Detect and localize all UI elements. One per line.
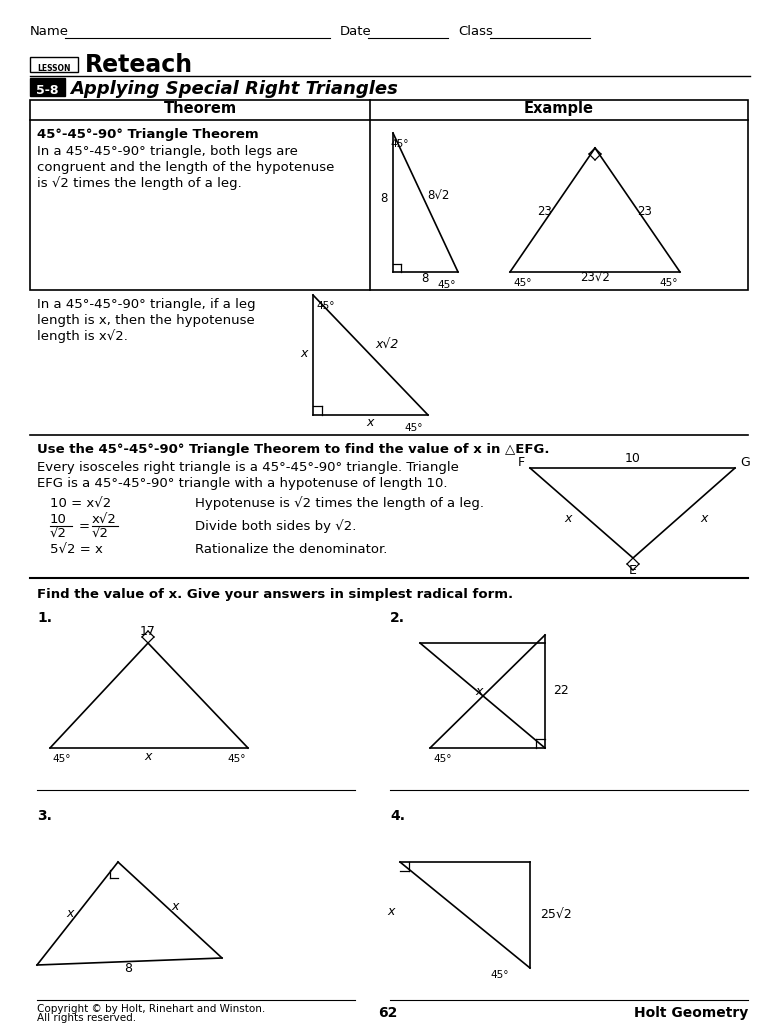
Text: Copyright © by Holt, Rinehart and Winston.: Copyright © by Holt, Rinehart and Winsto… — [37, 1004, 265, 1014]
Text: 17: 17 — [140, 625, 156, 638]
Text: x: x — [145, 750, 152, 763]
Text: In a 45°-45°-90° triangle, both legs are: In a 45°-45°-90° triangle, both legs are — [37, 145, 298, 158]
Text: x: x — [700, 512, 707, 525]
Text: All rights reserved.: All rights reserved. — [37, 1013, 136, 1023]
Text: x√2: x√2 — [92, 513, 117, 526]
Text: Class: Class — [458, 25, 493, 38]
Text: 10 = x√2: 10 = x√2 — [50, 497, 111, 510]
Text: 45°: 45° — [660, 278, 678, 288]
Text: x: x — [476, 685, 483, 698]
Text: x: x — [301, 347, 308, 360]
Bar — [30, 100, 748, 290]
Text: x: x — [565, 512, 572, 525]
Text: x√2: x√2 — [375, 338, 399, 351]
Text: Theorem: Theorem — [163, 101, 236, 116]
Text: 25√2: 25√2 — [540, 908, 572, 921]
Bar — [30, 78, 65, 96]
Text: length is x, then the hypotenuse: length is x, then the hypotenuse — [37, 314, 255, 327]
Text: Holt Geometry: Holt Geometry — [634, 1006, 748, 1020]
Text: E: E — [629, 564, 637, 577]
Text: 45°: 45° — [405, 423, 423, 433]
Text: 62: 62 — [378, 1006, 398, 1020]
Text: Find the value of x. Give your answers in simplest radical form.: Find the value of x. Give your answers i… — [37, 588, 513, 601]
Text: 8: 8 — [124, 962, 132, 975]
Text: 2.: 2. — [390, 611, 405, 625]
Text: 45°: 45° — [316, 301, 335, 311]
Text: 23: 23 — [538, 205, 552, 218]
Text: Example: Example — [524, 101, 594, 116]
Text: 23√2: 23√2 — [580, 272, 610, 285]
Text: 4.: 4. — [390, 809, 405, 823]
Text: √2: √2 — [50, 527, 67, 540]
Text: 45°: 45° — [52, 754, 71, 764]
Text: Divide both sides by √2.: Divide both sides by √2. — [195, 519, 357, 534]
Bar — [30, 57, 78, 72]
Text: 8: 8 — [381, 193, 388, 205]
Text: 1.: 1. — [37, 611, 52, 625]
Text: Name: Name — [30, 25, 69, 38]
Text: 10: 10 — [50, 513, 67, 526]
Text: x: x — [388, 905, 395, 918]
Text: Every isosceles right triangle is a 45°-45°-90° triangle. Triangle: Every isosceles right triangle is a 45°-… — [37, 461, 459, 474]
Text: EFG is a 45°-45°-90° triangle with a hypotenuse of length 10.: EFG is a 45°-45°-90° triangle with a hyp… — [37, 477, 448, 490]
Text: Date: Date — [340, 25, 371, 38]
Text: F: F — [518, 456, 525, 469]
Text: x: x — [366, 416, 374, 429]
Text: congruent and the length of the hypotenuse: congruent and the length of the hypotenu… — [37, 161, 334, 174]
Text: LESSON: LESSON — [37, 63, 71, 73]
Text: 10: 10 — [625, 452, 641, 465]
Text: G: G — [740, 456, 750, 469]
Text: 8: 8 — [421, 272, 429, 285]
Text: =: = — [79, 520, 90, 534]
Text: Applying Special Right Triangles: Applying Special Right Triangles — [70, 80, 398, 98]
Text: 23: 23 — [638, 205, 653, 218]
Text: Reteach: Reteach — [85, 53, 193, 77]
Text: is √2 times the length of a leg.: is √2 times the length of a leg. — [37, 176, 242, 190]
Text: 45°: 45° — [513, 278, 531, 288]
Text: 45°: 45° — [228, 754, 246, 764]
Text: Hypotenuse is √2 times the length of a leg.: Hypotenuse is √2 times the length of a l… — [195, 497, 484, 510]
Text: x: x — [171, 900, 179, 913]
Text: 8√2: 8√2 — [427, 190, 449, 203]
Text: 45°-45°-90° Triangle Theorem: 45°-45°-90° Triangle Theorem — [37, 128, 259, 141]
Text: 3.: 3. — [37, 809, 52, 823]
Text: 45°: 45° — [437, 280, 456, 290]
Text: x: x — [66, 907, 74, 920]
Text: 45°: 45° — [433, 754, 451, 764]
Text: Use the 45°-45°-90° Triangle Theorem to find the value of x in △EFG.: Use the 45°-45°-90° Triangle Theorem to … — [37, 443, 549, 456]
Text: 5-8: 5-8 — [36, 84, 58, 97]
Text: In a 45°-45°-90° triangle, if a leg: In a 45°-45°-90° triangle, if a leg — [37, 298, 256, 311]
Text: 45°: 45° — [390, 139, 409, 150]
Text: Rationalize the denominator.: Rationalize the denominator. — [195, 543, 388, 556]
Text: 45°: 45° — [491, 970, 509, 980]
Text: 5√2 = x: 5√2 = x — [50, 543, 103, 556]
Text: length is x√2.: length is x√2. — [37, 330, 128, 343]
Text: √2: √2 — [92, 527, 109, 540]
Text: 22: 22 — [553, 684, 569, 697]
